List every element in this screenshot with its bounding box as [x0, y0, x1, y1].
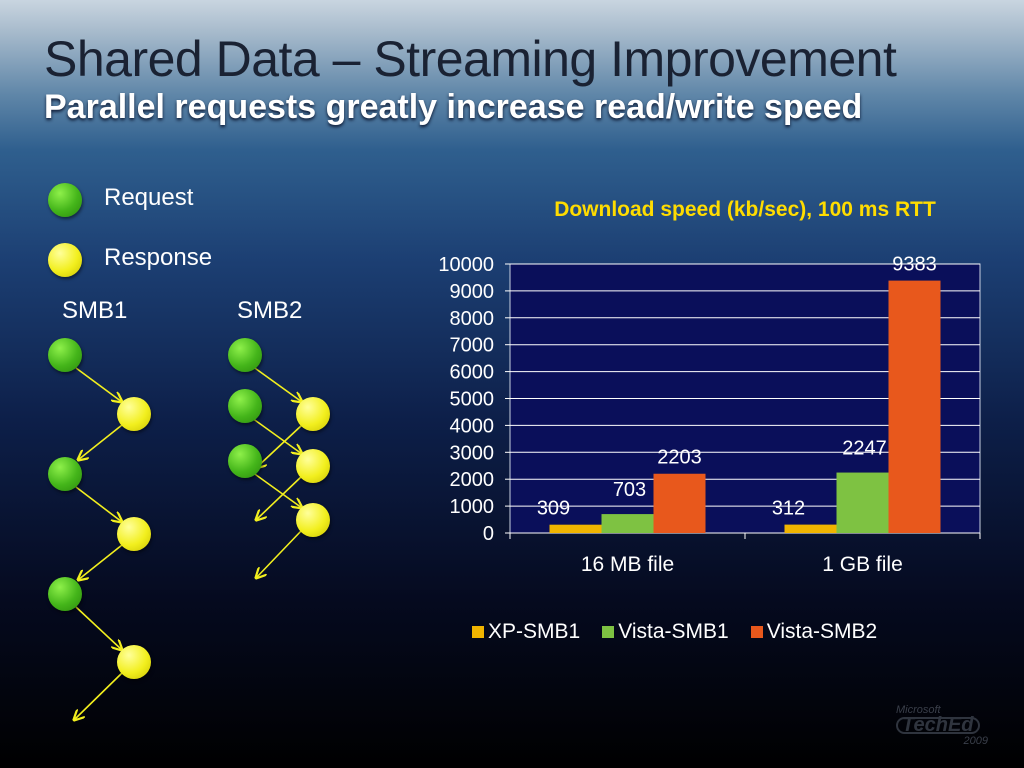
- y-tick-label: 9000: [450, 281, 495, 303]
- smb1-request-node: [48, 457, 82, 491]
- y-tick-label: 2000: [450, 469, 495, 491]
- smb2-request-node: [228, 338, 262, 372]
- data-label: 2247: [842, 438, 887, 460]
- y-tick-label: 4000: [450, 415, 495, 437]
- smb2-response-node: [296, 397, 330, 431]
- bar: [653, 473, 706, 533]
- smb2-arrow: [251, 417, 302, 454]
- response-legend-icon: [48, 243, 82, 277]
- smb1-request-node: [48, 338, 82, 372]
- smb1-arrow: [75, 367, 122, 402]
- legend-swatch: [472, 626, 484, 638]
- legend-swatch: [750, 626, 763, 638]
- bar: [836, 472, 889, 533]
- smb1-response-node: [117, 645, 151, 679]
- smb1-arrow: [75, 606, 122, 650]
- smb2-request-node: [228, 444, 262, 478]
- data-label: 309: [537, 498, 570, 520]
- logo-brand: TechEd: [896, 715, 980, 735]
- request-legend-icon: [48, 183, 82, 217]
- smb1-arrow: [78, 544, 123, 580]
- legend-label: XP-SMB1: [488, 620, 581, 643]
- data-label: 312: [772, 498, 805, 520]
- smb2-arrow: [251, 471, 302, 508]
- smb1-request-node: [48, 577, 82, 611]
- legend-swatch: [602, 626, 615, 638]
- smb2-label: SMB2: [237, 297, 303, 324]
- smb2-arrow: [251, 365, 302, 402]
- x-tick-label: 16 MB file: [581, 553, 674, 576]
- y-tick-label: 1000: [450, 496, 495, 518]
- smb2-arrow: [256, 424, 303, 468]
- y-tick-label: 8000: [450, 308, 495, 330]
- smb2-response-node: [296, 449, 330, 483]
- smb1-arrow: [78, 424, 123, 460]
- legend-label: Vista-SMB2: [766, 620, 878, 643]
- smb2-response-node: [296, 503, 330, 537]
- logo-line1: Microsoft: [896, 704, 941, 716]
- slide-title: Shared Data – Streaming Improvement: [44, 31, 897, 87]
- smb1-arrow: [75, 486, 122, 522]
- legend-item-xp-smb1: XP-SMB1: [472, 620, 580, 644]
- bar: [888, 280, 941, 533]
- smb2-arrow: [256, 529, 303, 578]
- bar: [549, 524, 602, 533]
- bar: [601, 514, 654, 533]
- y-tick-label: 10000: [438, 254, 494, 276]
- x-tick-label: 1 GB file: [822, 553, 903, 576]
- y-tick-label: 6000: [450, 362, 495, 384]
- data-label: 703: [613, 479, 646, 501]
- smb1-arrow: [74, 672, 123, 720]
- smb2-request-node: [228, 389, 262, 423]
- bar: [784, 524, 837, 533]
- logo-year: 2009: [963, 735, 988, 747]
- smb2-arrow: [256, 475, 303, 520]
- data-label: 9383: [892, 254, 937, 276]
- y-tick-label: 0: [483, 523, 494, 545]
- smb1-label: SMB1: [62, 297, 128, 324]
- legend-item-vista-smb1: Vista-SMB1: [602, 620, 729, 644]
- y-tick-label: 7000: [450, 335, 495, 357]
- response-legend-label: Response: [104, 244, 213, 271]
- request-legend-label: Request: [104, 184, 194, 211]
- slide-subtitle: Parallel requests greatly increase read/…: [44, 88, 863, 126]
- legend-label: Vista-SMB1: [618, 620, 729, 643]
- y-tick-label: 5000: [450, 389, 495, 411]
- chart-legend: XP-SMB1 Vista-SMB1 Vista-SMB2: [472, 620, 877, 644]
- smb1-response-node: [117, 397, 151, 431]
- chart-title: Download speed (kb/sec), 100 ms RTT: [554, 198, 936, 221]
- y-tick-label: 3000: [450, 442, 495, 464]
- teched-logo: Microsoft TechEd 2009: [896, 704, 988, 754]
- data-label: 2203: [657, 447, 702, 469]
- legend-item-vista-smb2: Vista-SMB2: [750, 620, 878, 644]
- smb1-response-node: [117, 517, 151, 551]
